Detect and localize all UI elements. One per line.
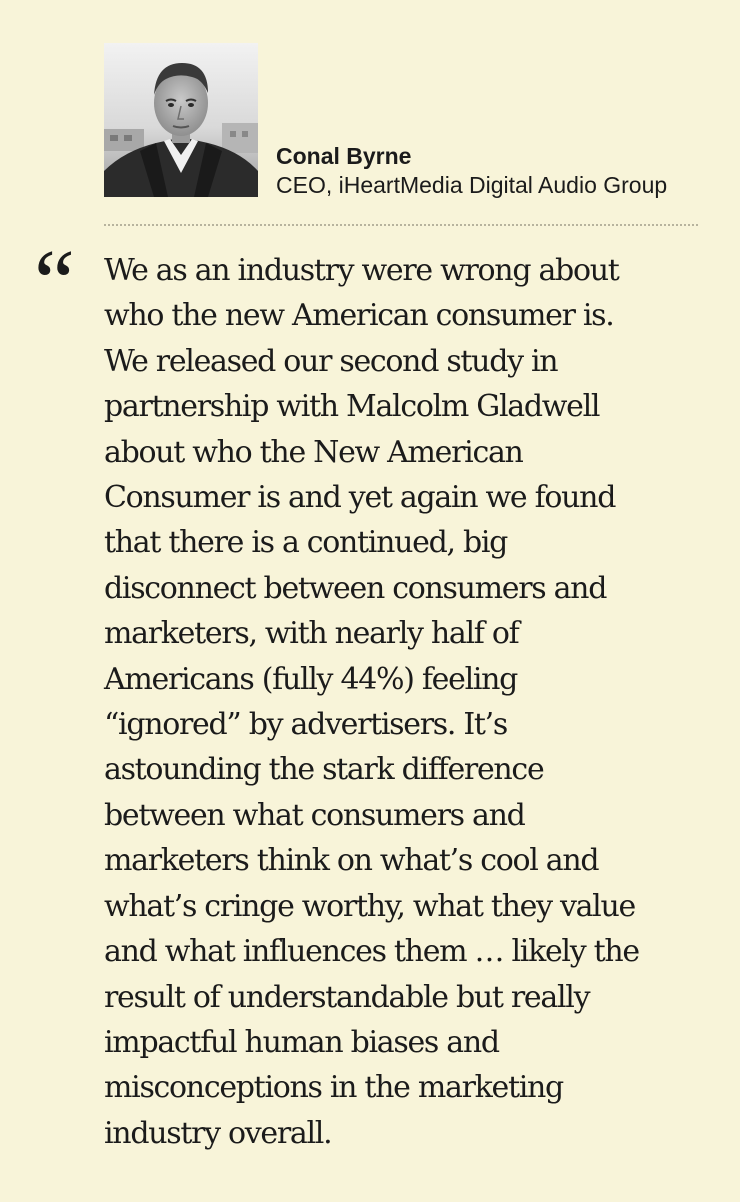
quote-line: about who the New American — [104, 434, 524, 470]
quote-line: between what consumers and — [104, 797, 526, 833]
quote-line: and what influences them … likely the — [104, 934, 640, 970]
dotted-divider — [104, 224, 698, 226]
quote-line: astounding the stark difference — [104, 752, 545, 788]
quote-line: “ignored” by advertisers. It’s — [104, 707, 508, 743]
author-photo — [104, 43, 258, 197]
author-title: CEO, iHeartMedia Digital Audio Group — [276, 172, 668, 198]
quote-line: marketers, with nearly half of — [104, 616, 520, 652]
quote-line: misconceptions in the marketing — [104, 1070, 564, 1106]
quote-line: partnership with Malcolm Gladwell — [104, 389, 600, 425]
quote-line: impactful human biases and — [104, 1024, 500, 1060]
quote-line: Americans (fully 44%) feeling — [104, 661, 518, 697]
quote-line: We as an industry were wrong about — [104, 253, 620, 288]
quote-line: result of understandable but really — [104, 979, 591, 1015]
quote-line: that there is a continued, big — [104, 525, 508, 561]
author-header: Conal Byrne CEO, iHeartMedia Digital Aud… — [104, 43, 700, 203]
quote-text: We as an industry were wrong about who t… — [104, 248, 724, 1156]
quote-line: Consumer is and yet again we found — [104, 480, 616, 516]
quote-line: We released our second study in — [104, 343, 559, 379]
quote-line: disconnect between consumers and — [104, 570, 607, 606]
quote-line: marketers think on what’s cool and — [104, 843, 600, 879]
quote-line: industry overall. — [104, 1115, 333, 1151]
author-byline: Conal Byrne CEO, iHeartMedia Digital Aud… — [276, 142, 716, 200]
author-name: Conal Byrne — [276, 143, 412, 169]
quote-line: what’s cringe worthy, what they value — [104, 888, 636, 924]
open-quote-icon: “ — [34, 231, 75, 333]
quote-line: who the new American consumer is. — [104, 298, 615, 334]
